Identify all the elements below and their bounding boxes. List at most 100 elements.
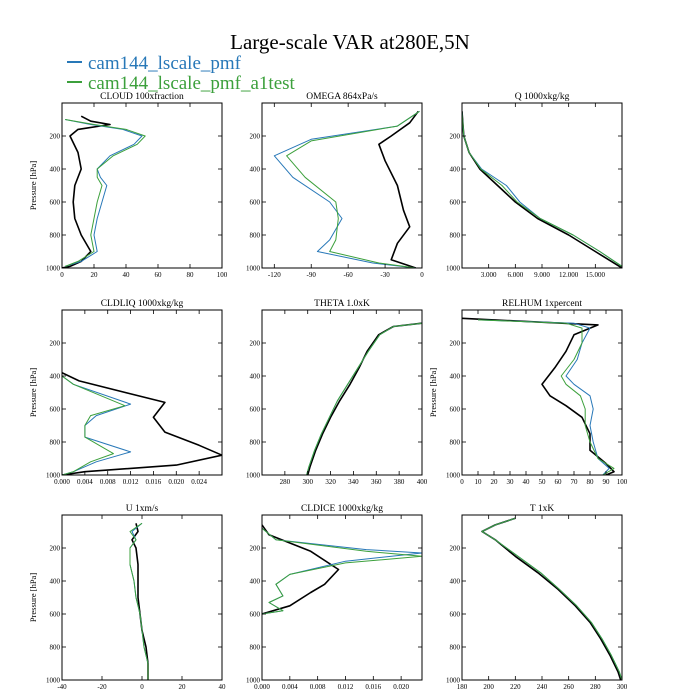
x-tick-label: 0 — [60, 271, 64, 279]
x-tick-label: 60 — [555, 478, 563, 486]
y-tick-label: 800 — [450, 232, 461, 240]
y-tick-label: 600 — [50, 199, 61, 207]
panel-1: CLOUD 100xfraction Pressure [hPa] 200 40 0 60… — [28, 91, 228, 279]
panel-title: CLOUD 100xfraction — [100, 91, 184, 102]
x-tick-label: 0 — [420, 271, 424, 279]
x-tick-label: 0.016 — [146, 478, 162, 486]
x-tick-label: 300 — [617, 683, 628, 691]
y-tick-label: 200 — [250, 545, 261, 553]
panel-2: OMEGA 864xPa/s 200 400 600 800 1000 -120 -90 -60… — [246, 92, 424, 279]
panel-title: CLDICE 1000xkg/kg — [301, 504, 383, 514]
x-tick-label: 9.000 — [534, 271, 550, 279]
panel-5: THETA 1.0xK 200 400 600 800 1000 280 300 320 340 3… — [246, 299, 428, 486]
y-tick-label: 200 — [250, 340, 261, 348]
series-line-cam144-lscale-pmf-a1test — [65, 119, 146, 267]
y-tick-label: 600 — [50, 611, 61, 619]
y-axis-label: Pressure [hPa] — [28, 368, 38, 418]
x-tick-label: 80 — [587, 478, 595, 486]
x-tick-label: -60 — [343, 271, 353, 279]
x-tick-label: 90 — [603, 478, 611, 486]
series-line-cam144-lscale-pmf — [273, 110, 420, 268]
x-tick-label: 280 — [280, 478, 291, 486]
x-tick-label: 40 — [123, 271, 131, 279]
x-tick-label: 40 — [523, 478, 531, 486]
x-tick-label: 320 — [325, 478, 336, 486]
x-tick-label: -90 — [307, 271, 317, 279]
x-tick-label: 20 — [179, 683, 187, 691]
y-tick-label: 1000 — [246, 265, 261, 273]
x-tick-label: 50 — [539, 478, 547, 486]
series-line-obs — [62, 371, 222, 475]
x-tick-label: 0 — [140, 683, 144, 691]
x-tick-label: 0.000 — [254, 683, 270, 691]
series-line-cam144-lscale-pmf — [462, 111, 622, 267]
panel-4: CLDLIQ 1000xkg/kg Pressure [hPa] 200 400 600… — [28, 299, 223, 486]
plot-frame — [61, 102, 223, 269]
y-tick-label: 1000 — [446, 265, 461, 273]
x-tick-label: 180 — [457, 683, 468, 691]
y-tick-label: 600 — [250, 199, 261, 207]
x-tick-label: -20 — [97, 683, 107, 691]
plot-frame — [261, 309, 423, 476]
series-line-obs — [306, 322, 422, 475]
y-tick-label: 800 — [450, 644, 461, 652]
x-tick-label: 0.000 — [54, 478, 70, 486]
x-tick-label: 340 — [348, 478, 359, 486]
panel-title: U 1xm/s — [126, 504, 159, 514]
y-tick-label: 400 — [250, 166, 261, 174]
y-tick-label: 600 — [250, 611, 261, 619]
y-tick-label: 200 — [50, 133, 61, 141]
x-tick-label: 260 — [563, 683, 574, 691]
series-line-cam144-lscale-pmf-a1test — [306, 322, 422, 475]
y-tick-label: 200 — [250, 133, 261, 141]
y-tick-label: 600 — [450, 406, 461, 414]
y-tick-label: 400 — [250, 578, 261, 586]
y-tick-label: 800 — [50, 644, 61, 652]
series-line-cam144-lscale-pmf-a1test — [286, 110, 420, 268]
x-tick-label: 0.020 — [168, 478, 184, 486]
x-tick-label: 6.000 — [507, 271, 523, 279]
legend-label-green: cam144_lscale_pmf_a1test — [88, 73, 296, 94]
y-tick-label: 400 — [450, 166, 461, 174]
y-tick-label: 1000 — [46, 677, 61, 685]
y-tick-label: 800 — [250, 232, 261, 240]
x-tick-label: 300 — [302, 478, 313, 486]
series-line-obs — [378, 110, 419, 268]
x-tick-label: 0.020 — [393, 683, 409, 691]
x-tick-label: 0.008 — [100, 478, 116, 486]
series-line-obs — [462, 111, 622, 268]
y-tick-label: 1000 — [46, 265, 61, 273]
x-tick-label: 60 — [155, 271, 163, 279]
plot-frame — [461, 102, 623, 269]
y-tick-label: 1000 — [46, 472, 61, 480]
x-tick-label: -120 — [268, 271, 281, 279]
series-line-cam144-lscale-pmf-a1test — [62, 375, 126, 475]
y-tick-label: 600 — [450, 199, 461, 207]
y-axis-label: Pressure [hPa] — [428, 368, 438, 418]
x-tick-label: 280 — [590, 683, 601, 691]
series-line-obs — [262, 524, 340, 615]
x-tick-label: -40 — [57, 683, 67, 691]
figure-title: Large-scale VAR at280E,5N — [230, 30, 470, 54]
y-tick-label: 400 — [50, 373, 61, 381]
series-line-obs — [62, 115, 111, 268]
y-axis-label: Pressure [hPa] — [28, 161, 38, 211]
plot-frame — [461, 309, 623, 476]
x-tick-label: 20 — [491, 478, 499, 486]
y-tick-label: 400 — [50, 578, 61, 586]
x-tick-label: 70 — [571, 478, 579, 486]
x-tick-label: 12.000 — [559, 271, 579, 279]
x-tick-label: 0.004 — [77, 478, 93, 486]
x-tick-label: 0.024 — [191, 478, 207, 486]
y-tick-label: 400 — [250, 373, 261, 381]
x-tick-label: 200 — [483, 683, 494, 691]
x-tick-label: 0.004 — [282, 683, 298, 691]
y-tick-label: 600 — [450, 611, 461, 619]
x-tick-label: 40 — [219, 683, 227, 691]
y-tick-label: 200 — [450, 133, 461, 141]
